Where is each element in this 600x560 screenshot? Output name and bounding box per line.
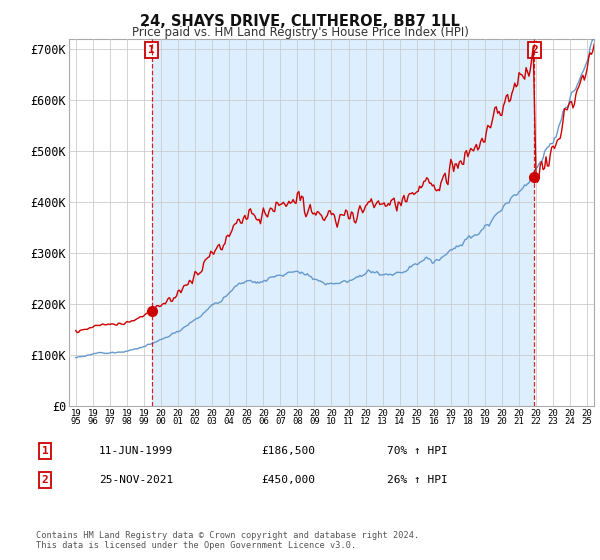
Text: 1: 1	[41, 446, 49, 456]
Text: 1: 1	[148, 45, 155, 55]
Text: 25-NOV-2021: 25-NOV-2021	[99, 475, 173, 485]
Text: Price paid vs. HM Land Registry's House Price Index (HPI): Price paid vs. HM Land Registry's House …	[131, 26, 469, 39]
Text: 2: 2	[531, 45, 538, 55]
Bar	[151, 39, 535, 406]
Text: £186,500: £186,500	[261, 446, 315, 456]
Text: 26% ↑ HPI: 26% ↑ HPI	[387, 475, 448, 485]
Text: £450,000: £450,000	[261, 475, 315, 485]
Text: 2: 2	[41, 475, 49, 485]
Text: Contains HM Land Registry data © Crown copyright and database right 2024.
This d: Contains HM Land Registry data © Crown c…	[36, 530, 419, 550]
Text: 24, SHAYS DRIVE, CLITHEROE, BB7 1LL: 24, SHAYS DRIVE, CLITHEROE, BB7 1LL	[140, 14, 460, 29]
Text: 70% ↑ HPI: 70% ↑ HPI	[387, 446, 448, 456]
Text: 11-JUN-1999: 11-JUN-1999	[99, 446, 173, 456]
